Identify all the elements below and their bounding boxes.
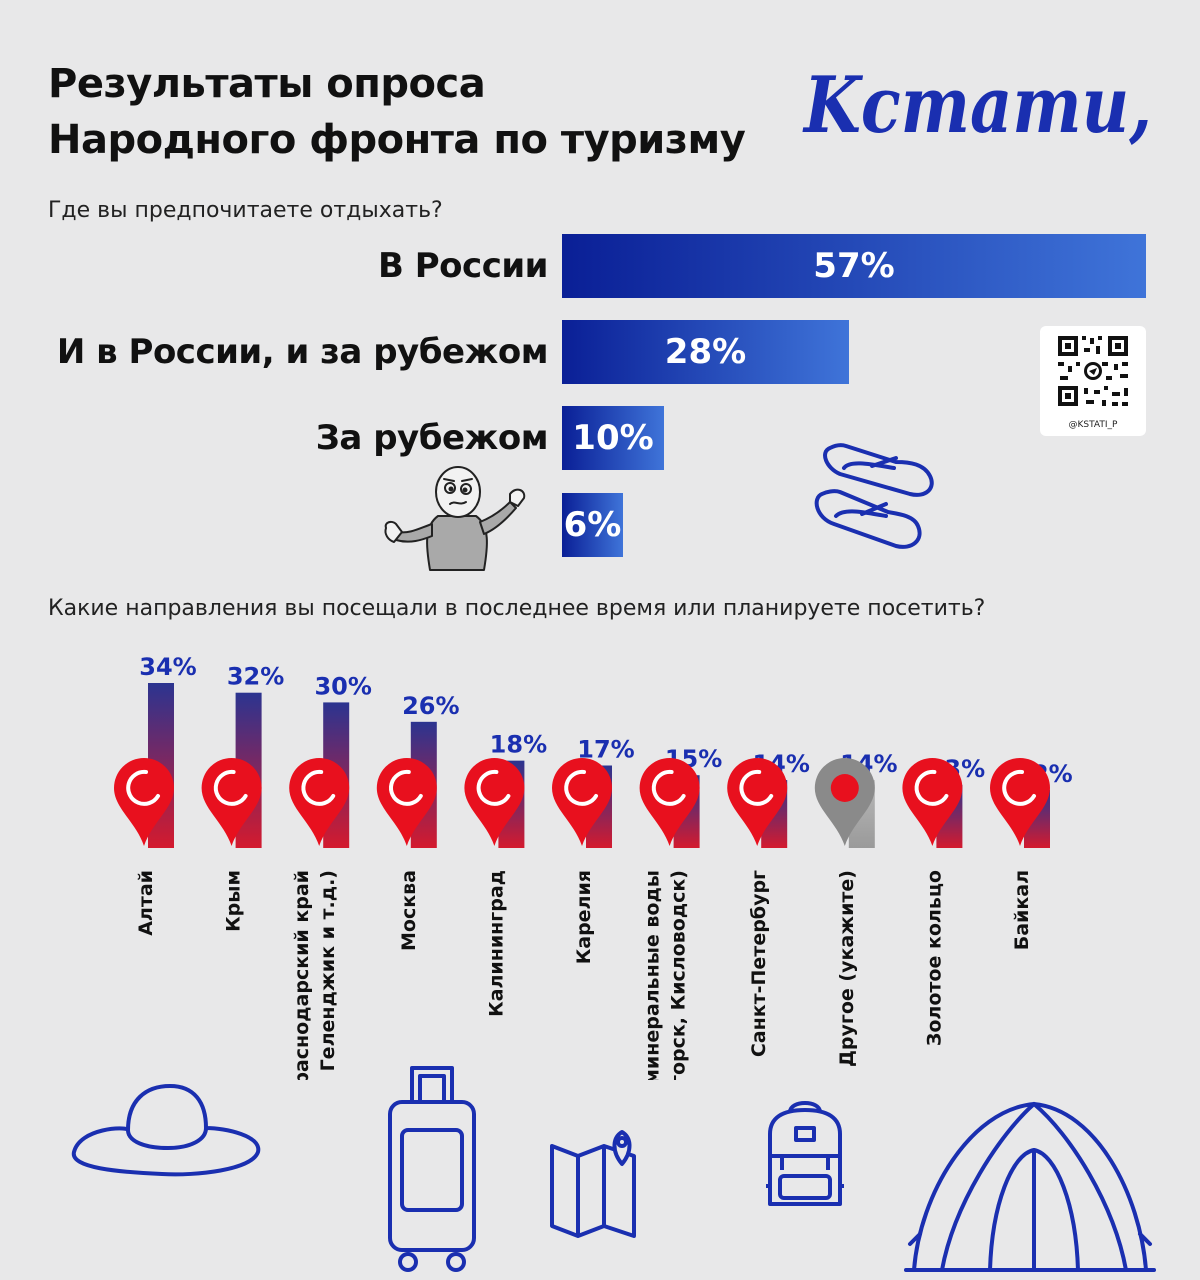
map-pin-icon: [550, 1130, 636, 1238]
pin-ring: [739, 769, 774, 806]
h-bar: 10%: [562, 406, 664, 470]
h-bar-value-label: 6%: [563, 505, 622, 545]
v-bar-category-label: Алтай: [135, 870, 157, 936]
v-bar-value-label: 34%: [139, 653, 196, 681]
v-bar-value-label: 18%: [490, 731, 547, 759]
h-bar-value-label: 28%: [664, 332, 747, 372]
question-1-title: Где вы предпочитаете отдыхать?: [48, 198, 443, 223]
v-bar-category-label: Москва: [398, 870, 420, 951]
pin-ring: [213, 769, 248, 806]
qr-handle: @KSTATI_P: [1068, 420, 1118, 430]
v-bar-category-label: Калининград: [485, 870, 507, 1017]
v-bar-category-label: Золотое кольцо: [923, 870, 945, 1046]
pin-ring: [651, 769, 686, 806]
h-bar: 6%: [562, 493, 623, 557]
v-bar-category-label: Крым: [223, 870, 245, 932]
v-bar-value-label: 30%: [314, 672, 371, 700]
suitcase-icon: [388, 1066, 476, 1272]
pin-ring: [389, 769, 423, 806]
v-bar-category-label: Другое (укажите): [836, 870, 858, 1067]
qr-code: @KSTATI_P: [1040, 326, 1146, 436]
v-bar-category-label: (Сочи, Геленджик и т.д.): [317, 870, 339, 1080]
pin-ring: [1002, 769, 1036, 806]
v-bar-category-label: (Пятигорск, Кисловодск): [668, 870, 690, 1080]
v-bar-category-label: Кавказские минеральные воды: [642, 870, 664, 1080]
v-bar-value-label: 32%: [227, 663, 284, 691]
question-2-title: Какие направления вы посещали в последне…: [48, 596, 986, 621]
pin-ring: [301, 769, 336, 806]
h-bar-category-label: За рубежом: [315, 418, 549, 458]
v-bar-category-label: Санкт-Петербург: [748, 870, 770, 1057]
h-bar: 57%: [562, 234, 1146, 298]
pin-center: [830, 774, 859, 802]
v-bar-category-label: Карелия: [573, 870, 595, 964]
v-bar-category-label: Байкал: [1011, 870, 1033, 950]
page-title: Результаты опроса Народного фронта по ту…: [48, 56, 746, 168]
pin-ring: [914, 769, 949, 806]
h-bar-value-label: 10%: [572, 418, 654, 458]
h-bar: 28%: [562, 320, 849, 384]
h-bar-category-label: В России: [378, 246, 548, 286]
shrug-figure-icon: [384, 466, 526, 571]
brand-logo: Kcmamu,: [802, 60, 1152, 151]
flip-flops-icon: [814, 443, 934, 549]
h-bar-category-label: И в России, и за рубежом: [56, 332, 549, 372]
brand-logo-text: Kcmamu,: [802, 60, 1152, 151]
pin-ring: [126, 769, 160, 806]
title-line-1: Результаты опроса: [48, 61, 486, 107]
v-bar-value-label: 26%: [402, 692, 459, 720]
title-line-2: Народного фронта по туризму: [48, 117, 746, 163]
vertical-bar-chart: 34% Алтай 32% Крым 30% Краснодарский край (Соч…: [114, 653, 1073, 1080]
tent-icon: [904, 1102, 1156, 1272]
sun-hat-icon: [71, 1084, 261, 1177]
pin-ring: [476, 769, 511, 806]
backpack-icon: [766, 1101, 844, 1206]
qr-code-icon: [1058, 336, 1128, 406]
h-bar-value-label: 57%: [813, 246, 895, 286]
pin-ring: [564, 769, 598, 806]
v-bar-category-label: Краснодарский край: [291, 870, 313, 1080]
